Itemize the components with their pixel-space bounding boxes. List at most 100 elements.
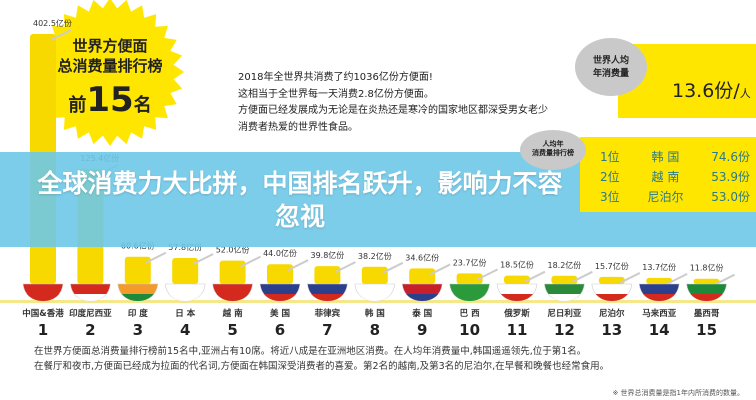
ranking-label: 人均年 消费量排行榜	[532, 140, 574, 157]
headline-banner: 全球消费力大比拼，中国排名跃升，影响力不容忽视	[0, 152, 756, 247]
flag-bowl-stripe	[169, 294, 202, 301]
footer-text: 在世界方便面总消费量排行榜前15名中,亚洲占有10席。将近八成是在亚洲地区消费。…	[34, 346, 610, 372]
rank-number: 6	[275, 321, 285, 339]
noodle-bar	[172, 257, 199, 284]
value-label: 402.5亿份	[33, 18, 72, 28]
starburst-line2: 总消费量排行榜	[57, 57, 163, 75]
flag-bowl-stripe	[264, 294, 296, 301]
country-label: 菲律宾	[315, 308, 341, 319]
noodle-bar	[551, 275, 578, 284]
flag-bowl-stripe	[358, 294, 391, 301]
chopsticks-icon	[192, 253, 214, 265]
cloud-icon	[575, 38, 647, 96]
chopsticks-icon	[619, 272, 641, 284]
flag-bowl-stripe	[311, 294, 344, 301]
rank-number: 15	[696, 321, 717, 339]
ground-line	[0, 300, 756, 303]
starburst-rank: 前15名	[68, 80, 152, 120]
value-label: 18.2亿份	[547, 260, 581, 270]
rank-number: 10	[459, 321, 480, 339]
noodle-bar	[693, 278, 720, 284]
per-capita-value: 13.6份/人	[672, 80, 751, 102]
rank-number: 13	[601, 321, 622, 339]
value-label: 44.0亿份	[263, 248, 297, 258]
value-label: 38.2亿份	[358, 251, 392, 261]
country-label: 尼泊尔	[599, 308, 625, 319]
country-label: 尼日利亚	[547, 308, 582, 319]
country-label: 巴 西	[460, 309, 480, 319]
rank-number: 14	[649, 321, 670, 339]
flag-bowl-stripe	[453, 294, 486, 301]
flag-bowl-stripe	[74, 294, 107, 301]
flag-bowl-stripe	[595, 294, 628, 301]
headline: 全球消费力大比拼，中国排名跃升，影响力不容忽视	[37, 168, 563, 231]
rank-number: 9	[417, 321, 427, 339]
noodle-bar	[646, 277, 673, 284]
chopsticks-icon	[429, 263, 451, 276]
value-label: 39.8亿份	[310, 250, 344, 260]
country-label: 中国&香港	[22, 308, 64, 319]
value-label: 23.7亿份	[453, 257, 487, 267]
noodle-bar	[456, 273, 483, 284]
flag-bowl-stripe	[643, 294, 676, 301]
rank-number: 11	[507, 321, 528, 339]
rank-number: 7	[322, 321, 332, 339]
ranking-item: 3位 尼泊尔 53.0份	[600, 190, 750, 204]
starburst-line1: 世界方便面	[72, 37, 148, 55]
flag-bowl-stripe	[27, 294, 59, 301]
intro-text: 2018年全世界共消费了约1036亿份方便面! 这相当于全世界每一天消费2.8亿份…	[238, 72, 548, 133]
starburst-badge	[36, 0, 184, 146]
flag-bowl-stripe	[501, 294, 533, 301]
chopsticks-icon	[666, 272, 688, 285]
chopsticks-icon	[524, 270, 546, 283]
flag-bowl-stripe	[548, 294, 581, 301]
chopsticks-icon	[50, 29, 72, 41]
chopsticks-icon	[477, 268, 499, 281]
country-label: 日 本	[175, 308, 195, 319]
footnote: ※ 世界总消费量是指1年内所消费的数量。	[612, 389, 744, 397]
flag-bowl-stripe	[406, 294, 439, 301]
chopsticks-icon	[145, 251, 167, 264]
value-label: 15.7亿份	[595, 261, 629, 271]
rank-number: 4	[180, 321, 190, 339]
ranking-item: 2位越 南 53.9份	[600, 170, 750, 184]
country-label: 越 南	[222, 308, 243, 319]
value-label: 11.8亿份	[690, 263, 724, 273]
chopsticks-icon	[571, 270, 593, 283]
noodle-bar	[409, 268, 436, 284]
country-label: 美 国	[270, 308, 290, 319]
flag-bowl-stripe	[121, 294, 154, 301]
country-label: 俄罗斯	[503, 308, 530, 319]
per-capita-ranking: 1位韩 国 74.6份 2位越 南 53.9份 3位 尼泊尔 53.0份	[600, 148, 756, 208]
chopsticks-icon	[382, 261, 404, 274]
country-label: 墨西哥	[694, 308, 720, 319]
noodle-bar	[124, 256, 151, 284]
ranking-box	[580, 137, 756, 212]
noodle-bar	[267, 264, 293, 284]
value-label: 13.7亿份	[642, 262, 676, 272]
rank-number: 8	[370, 321, 380, 339]
value-label: 34.6亿份	[405, 252, 439, 262]
noodle-bar	[598, 276, 625, 284]
per-capita-label: 世界人均 年消费量	[592, 56, 629, 79]
noodle-bar	[504, 275, 530, 284]
chopsticks-icon	[334, 261, 356, 273]
flag-bowl-stripe	[690, 294, 723, 301]
rank-number: 1	[38, 321, 48, 339]
country-label: 马来西亚	[642, 308, 677, 319]
country-label: 韩 国	[365, 308, 385, 319]
flag-bowl-stripe	[216, 294, 249, 301]
noodle-bar	[361, 266, 388, 284]
chopsticks-icon	[287, 259, 309, 272]
rank-number: 5	[227, 321, 237, 339]
value-label: 52.0亿份	[216, 245, 250, 255]
noodle-bar	[219, 260, 246, 284]
country-label: 泰 国	[411, 308, 432, 319]
chopsticks-icon	[714, 273, 736, 286]
ranking-item: 1位韩 国 74.6份	[600, 150, 750, 164]
value-label: 18.5亿份	[500, 260, 534, 270]
country-label: 印度尼西亚	[69, 308, 112, 319]
noodle-bar	[314, 266, 341, 284]
rank-number: 3	[133, 321, 143, 339]
rank-number: 2	[85, 321, 95, 339]
